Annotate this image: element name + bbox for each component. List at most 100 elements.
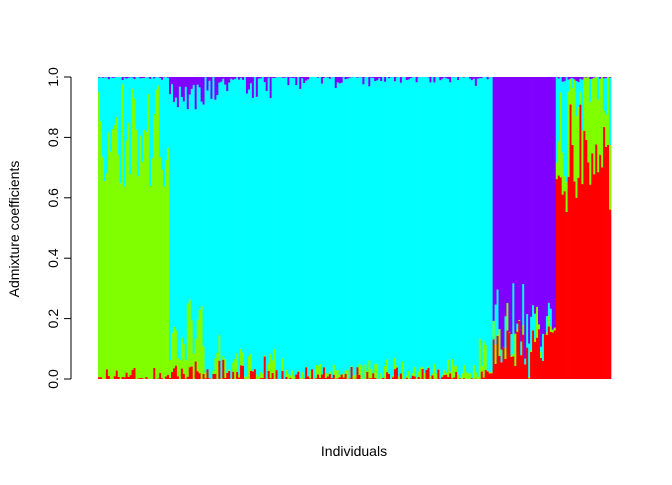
bar-segment-green xyxy=(293,377,295,379)
bar-segment-purple xyxy=(479,77,481,78)
bar-segment-green xyxy=(120,183,122,379)
bar-segment-red xyxy=(530,352,532,379)
bar-segment-red xyxy=(491,373,493,379)
bar-segment-green xyxy=(228,369,230,370)
bar-segment-cyan xyxy=(345,79,347,370)
bar-segment-cyan xyxy=(382,77,384,378)
bar-segment-green xyxy=(171,333,173,372)
bar-segment-cyan xyxy=(575,81,577,116)
bar-segment-cyan xyxy=(331,77,333,378)
bar-segment-cyan xyxy=(197,85,199,320)
bar-segment-red xyxy=(114,376,116,379)
bar-segment-red xyxy=(139,378,141,379)
bar-segment-cyan xyxy=(504,316,506,348)
bar-segment-purple xyxy=(274,77,276,78)
bar-segment-purple xyxy=(408,77,410,79)
bar-segment-cyan xyxy=(268,78,270,364)
bar-segment-red xyxy=(587,162,589,379)
bar-segment-green xyxy=(100,121,102,377)
bar-segment-red xyxy=(132,370,134,379)
bar-segment-purple xyxy=(126,77,128,79)
bar-segment-red xyxy=(242,366,244,379)
bar-segment-purple xyxy=(568,77,570,80)
bar-segment-green xyxy=(319,364,321,378)
bar-segment-cyan xyxy=(485,77,487,345)
bar-segment-red xyxy=(568,177,570,379)
bar-segment-cyan xyxy=(524,359,526,365)
bar-segment-red xyxy=(351,367,353,379)
bar-segment-green xyxy=(388,373,390,374)
y-tick-label: 0.6 xyxy=(45,188,61,208)
bar-segment-green xyxy=(479,339,481,379)
bar-segment-green xyxy=(568,92,570,177)
bar-segment-red xyxy=(593,174,595,379)
y-tick-label: 0.2 xyxy=(45,309,61,329)
bar-segment-red xyxy=(203,374,205,379)
bar-segment-purple xyxy=(510,77,512,334)
bar-segment-green xyxy=(145,132,147,377)
bar-segment-green xyxy=(376,364,378,379)
y-tick-label: 0.4 xyxy=(45,248,61,268)
bar-segment-cyan xyxy=(114,78,116,125)
bar-segment-purple xyxy=(376,77,378,80)
bar-segment-cyan xyxy=(542,334,544,361)
bar-segment-green xyxy=(132,89,134,370)
bar-segment-red xyxy=(524,364,526,379)
bar-segment-green xyxy=(325,373,327,378)
y-axis: 0.00.20.40.60.81.0 xyxy=(45,67,71,389)
bar-segment-purple xyxy=(183,77,185,101)
bar-segment-purple xyxy=(132,77,134,78)
bar-segment-purple xyxy=(575,77,577,81)
bar-segment-cyan xyxy=(242,80,244,353)
bar-segment-green xyxy=(222,356,224,360)
bar-segment-cyan xyxy=(100,77,102,121)
bar-segment-red xyxy=(100,377,102,379)
bar-segment-cyan xyxy=(479,78,481,339)
bar-segment-green xyxy=(581,130,583,184)
bar-segment-cyan xyxy=(248,90,250,357)
bar-segment-cyan xyxy=(299,89,301,378)
bar-segment-purple xyxy=(345,77,347,79)
bar-segment-red xyxy=(485,370,487,379)
bar-segment-purple xyxy=(433,77,435,82)
bar-segment-cyan xyxy=(568,80,570,92)
bar-segment-cyan xyxy=(439,80,441,378)
bar-segment-red xyxy=(197,371,199,379)
bar-segment-green xyxy=(428,367,430,368)
bar-segment-cyan xyxy=(465,77,467,372)
bar-segment-green xyxy=(396,366,398,368)
bar-segment-cyan xyxy=(414,77,416,367)
bar-segment-cyan xyxy=(305,80,307,366)
bar-segment-green xyxy=(191,321,193,367)
bar-segment-cyan xyxy=(285,77,287,370)
bar-segment-purple xyxy=(228,77,230,83)
bar-segment-cyan xyxy=(157,77,159,85)
bar-segment-cyan xyxy=(293,78,295,377)
bar-segment-green xyxy=(106,173,108,369)
bar-segment-purple xyxy=(550,77,552,309)
bar-segment-cyan xyxy=(510,334,512,356)
bar-segment-purple xyxy=(197,77,199,85)
bar-segment-red xyxy=(345,374,347,379)
bar-segment-cyan xyxy=(370,78,372,369)
bar-segment-cyan xyxy=(516,324,518,330)
bar-segment-cyan xyxy=(177,107,179,358)
bar-segment-cyan xyxy=(447,79,449,360)
bar-segment-purple xyxy=(524,77,526,359)
bar-segment-green xyxy=(414,367,416,377)
bar-segment-purple xyxy=(114,77,116,78)
bar-segment-purple xyxy=(139,77,141,78)
bar-segment-green xyxy=(197,320,199,372)
bar-segment-red xyxy=(556,179,558,379)
bar-segment-cyan xyxy=(337,82,339,370)
bar-segment-green xyxy=(504,348,506,359)
bar-segment-cyan xyxy=(254,77,256,369)
bar-segment-cyan xyxy=(311,77,313,369)
bar-segment-green xyxy=(165,160,167,376)
bar-segment-cyan xyxy=(351,77,353,366)
bar-segment-cyan xyxy=(183,101,185,344)
bar-segment-purple xyxy=(171,77,173,84)
bar-segment-red xyxy=(581,184,583,379)
bar-segment-red xyxy=(609,210,611,379)
bar-segment-purple xyxy=(530,77,532,317)
